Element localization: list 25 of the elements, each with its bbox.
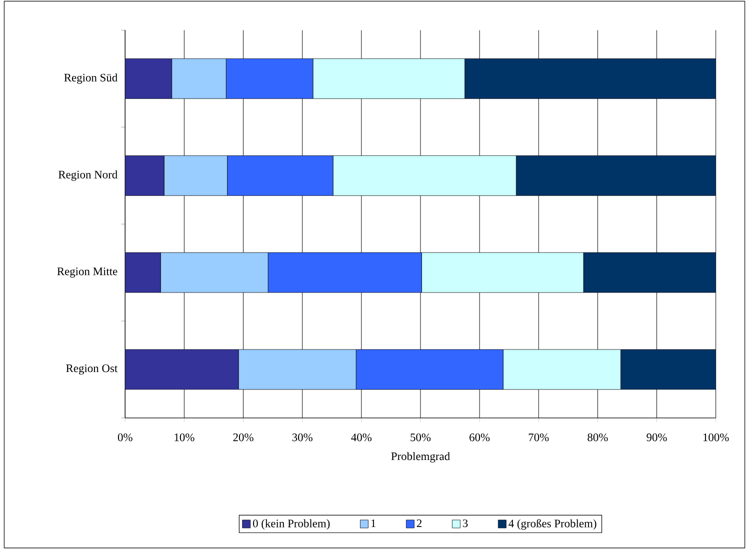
- x-tick-label: 60%: [470, 433, 490, 442]
- x-tick-label: 80%: [588, 433, 608, 442]
- legend-label: 0 (kein Problem): [253, 519, 330, 530]
- legend-label: 2: [416, 519, 422, 527]
- y-tick-label: Region Ost: [66, 364, 118, 374]
- x-tick-label: 90%: [646, 433, 667, 442]
- y-tick-label: Region Süd: [64, 73, 118, 84]
- x-tick-label: 0%: [118, 433, 132, 442]
- bar: [516, 155, 716, 196]
- y-tick-label: Region Mitte: [57, 267, 118, 278]
- bar: [583, 252, 716, 293]
- y-tick-label: Region Nord: [58, 170, 118, 181]
- bar: [464, 58, 716, 99]
- x-tick-label: 50%: [410, 433, 431, 442]
- legend-label: 4 (großes Problem): [508, 519, 596, 530]
- legend-label: 1: [371, 519, 376, 527]
- x-tick-label: 20%: [233, 433, 254, 442]
- x-tick-label: 100%: [703, 433, 729, 442]
- x-tick-label: 70%: [528, 433, 549, 442]
- x-axis-title: Problemgrad: [391, 452, 450, 462]
- legend-label: 3: [462, 519, 468, 528]
- x-tick-label: 30%: [292, 433, 312, 442]
- x-tick-label: 40%: [351, 433, 372, 442]
- bar: [620, 349, 716, 390]
- x-tick-label: 10%: [174, 433, 194, 442]
